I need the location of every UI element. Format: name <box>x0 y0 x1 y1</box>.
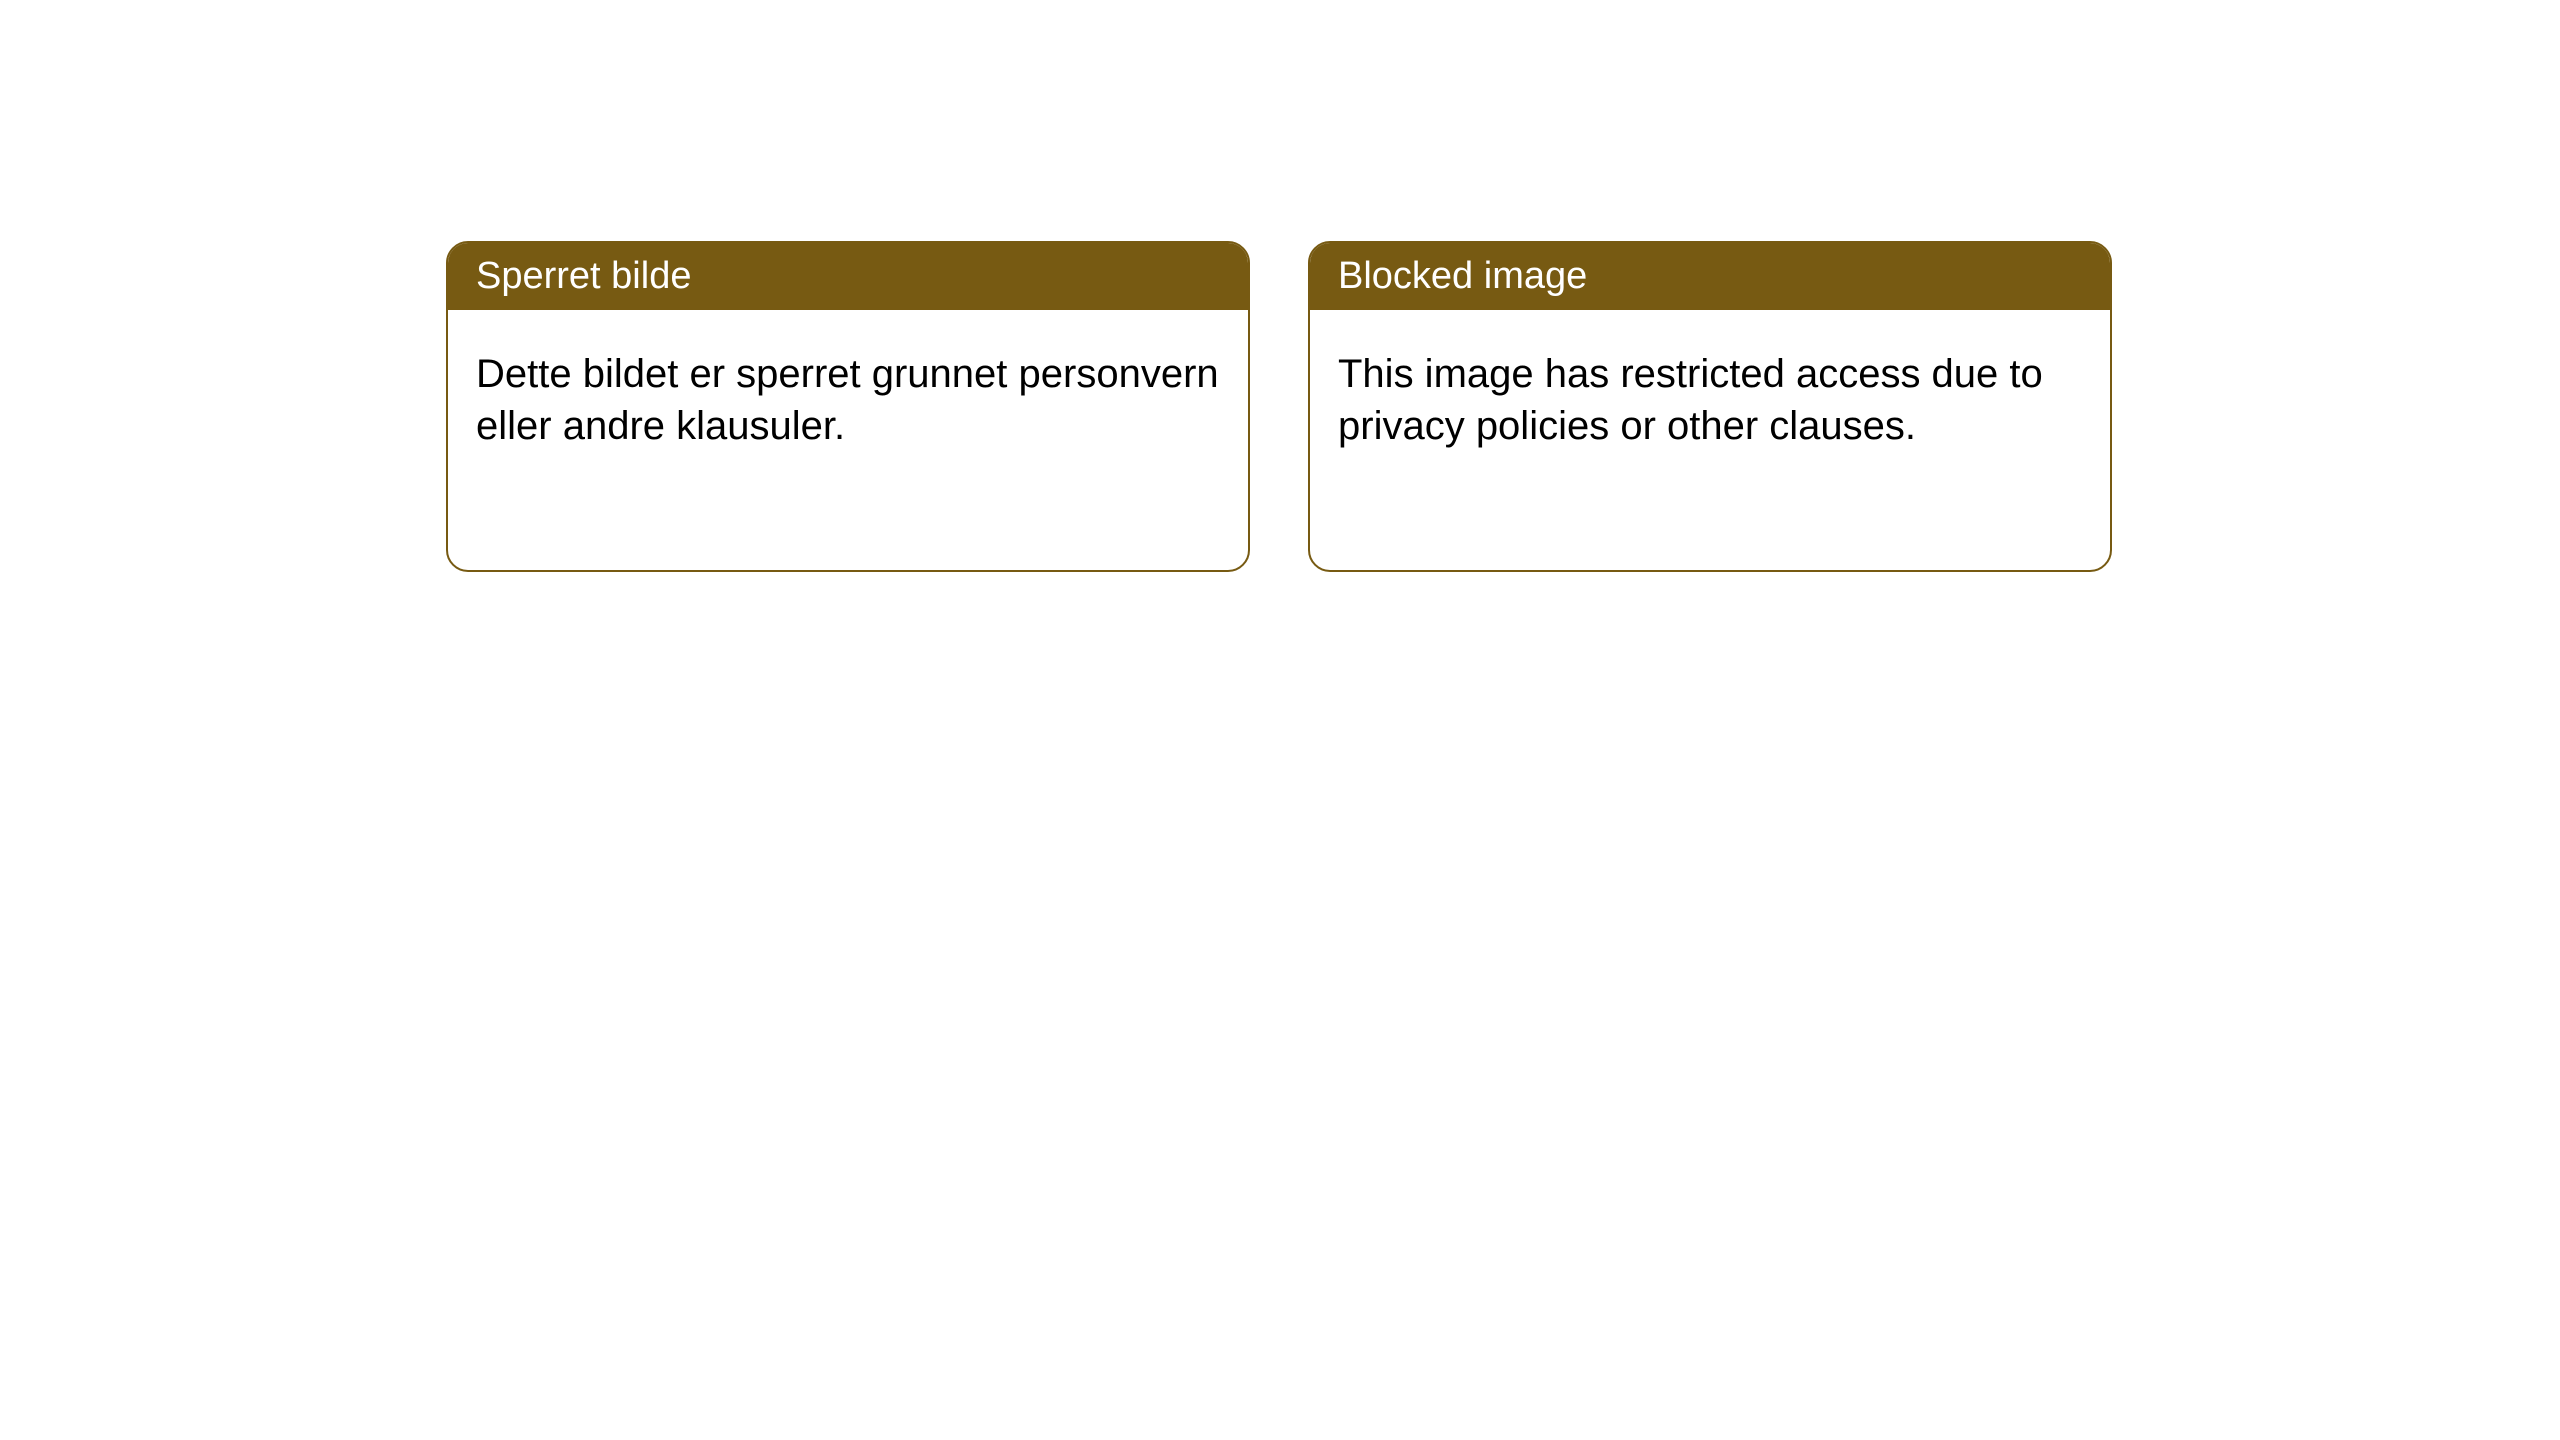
card-container: Sperret bilde Dette bildet er sperret gr… <box>0 0 2560 572</box>
card-header: Sperret bilde <box>448 243 1248 310</box>
blocked-image-card-no: Sperret bilde Dette bildet er sperret gr… <box>446 241 1250 572</box>
card-header: Blocked image <box>1310 243 2110 310</box>
card-body: Dette bildet er sperret grunnet personve… <box>448 310 1248 490</box>
card-body: This image has restricted access due to … <box>1310 310 2110 490</box>
blocked-image-card-en: Blocked image This image has restricted … <box>1308 241 2112 572</box>
card-title: Blocked image <box>1338 255 1587 297</box>
card-body-text: This image has restricted access due to … <box>1338 352 2043 448</box>
card-body-text: Dette bildet er sperret grunnet personve… <box>476 352 1219 448</box>
card-title: Sperret bilde <box>476 255 691 297</box>
